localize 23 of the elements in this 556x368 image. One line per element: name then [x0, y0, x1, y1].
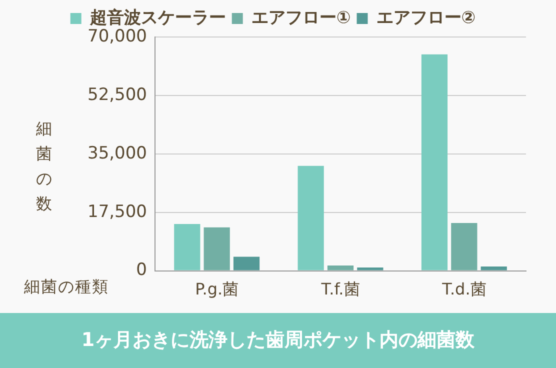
- x-axis-title: 細菌の種類: [24, 277, 109, 298]
- y-tick-label: 35,000: [88, 143, 147, 164]
- bar: [204, 227, 230, 270]
- legend-label: 超音波スケーラー: [88, 8, 226, 28]
- bar: [174, 224, 200, 270]
- y-tick-label: 17,500: [88, 202, 147, 222]
- y-tick-label: 0: [136, 260, 147, 280]
- bar: [233, 256, 260, 270]
- bar: [327, 265, 354, 270]
- bar: [421, 54, 448, 270]
- y-axis-title: 細菌の数: [36, 118, 53, 215]
- x-tick-label: P.g.菌: [195, 280, 239, 299]
- legend-label: エアフロー①: [251, 8, 351, 28]
- bar: [298, 166, 324, 270]
- y-tick-label: 70,000: [88, 26, 147, 46]
- text: 1ヶ月おきに洗浄した歯周ポケット内の細菌数: [0, 313, 556, 368]
- bar: [357, 267, 384, 270]
- x-tick-label: T.d.菌: [441, 280, 486, 299]
- bar: [480, 266, 507, 270]
- x-tick-label: T.f.菌: [320, 280, 360, 299]
- y-tick-label: 52,500: [88, 84, 147, 105]
- bar: [451, 223, 478, 270]
- legend-label: エアフロー②: [376, 8, 476, 28]
